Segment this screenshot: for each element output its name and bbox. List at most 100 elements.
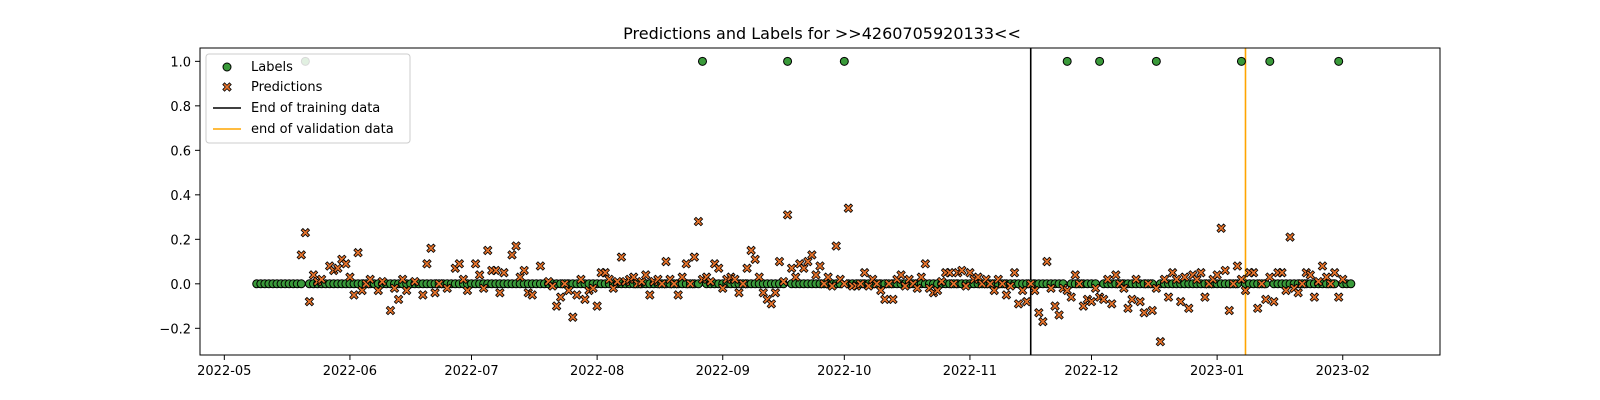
y-tick-label: 0.2 [170, 233, 191, 248]
prediction-point [393, 294, 404, 305]
label-point-positive [1334, 56, 1344, 66]
prediction-point [685, 279, 696, 289]
prediction-point [1078, 301, 1089, 311]
prediction-point [989, 285, 1000, 296]
y-tick-label: 0.0 [170, 278, 191, 293]
prediction-point [1196, 267, 1206, 278]
prediction-point [673, 290, 683, 300]
prediction-point [1013, 299, 1024, 309]
prediction-point [1293, 287, 1303, 298]
prediction-point [742, 263, 752, 274]
prediction-point [458, 274, 469, 285]
prediction-point [608, 283, 619, 294]
prediction-point [961, 281, 971, 291]
prediction-point [1212, 270, 1222, 280]
prediction-point [547, 281, 558, 291]
prediction-point [717, 283, 728, 294]
prediction-point [985, 279, 995, 289]
label-point-positive [1265, 56, 1275, 66]
prediction-point [482, 245, 493, 256]
prediction-point [920, 259, 931, 269]
prediction-point [790, 272, 801, 282]
prediction-point [304, 296, 315, 307]
prediction-point [1297, 279, 1307, 289]
prediction-point [1281, 285, 1291, 296]
prediction-point [936, 276, 947, 287]
prediction-point [758, 287, 769, 298]
prediction-point [636, 276, 647, 287]
legend-training-text: End of training data [251, 101, 380, 116]
prediction-point [871, 279, 882, 289]
legend-validation-text: end of validation data [251, 122, 394, 137]
prediction-point [462, 285, 473, 296]
prediction-point [535, 261, 546, 271]
prediction-point [738, 279, 748, 289]
prediction-point [811, 270, 821, 280]
prediction-point [1248, 267, 1259, 278]
prediction-point [1224, 305, 1235, 316]
x-tick-label: 2022-05 [197, 364, 251, 379]
label-point-positive [1095, 56, 1105, 66]
prediction-point [1155, 336, 1166, 347]
prediction-point [1090, 283, 1101, 294]
prediction-point [831, 241, 841, 251]
legend-labels-text: Labels [251, 60, 293, 75]
prediction-point [300, 227, 311, 238]
legend-predictions-text: Predictions [251, 80, 323, 95]
prediction-point [1277, 267, 1287, 278]
prediction-point [900, 281, 910, 291]
prediction-point [1252, 303, 1263, 314]
prediction-point [807, 250, 817, 260]
y-tick-label: 0.6 [170, 144, 191, 159]
prediction-point [746, 245, 756, 256]
prediction-point [316, 274, 327, 285]
prediction-point [1228, 279, 1239, 289]
prediction-point [1333, 292, 1344, 302]
label-point-positive [697, 56, 707, 66]
prediction-point [1151, 283, 1162, 294]
prediction-point [1179, 272, 1190, 282]
prediction-point [527, 290, 538, 300]
x-tick-label: 2022-08 [570, 364, 624, 379]
prediction-point [333, 263, 343, 274]
x-tick-label: 2022-07 [444, 364, 498, 379]
label-point-positive [1151, 56, 1161, 66]
prediction-point [515, 272, 525, 282]
prediction-point [774, 256, 785, 267]
y-tick-label: −0.2 [159, 322, 191, 337]
prediction-point [1256, 279, 1267, 289]
predictions-series [296, 203, 1348, 347]
legend-item-training-end: End of training data [213, 101, 380, 116]
prediction-point [681, 259, 692, 269]
prediction-point [750, 254, 760, 265]
prediction-point [766, 299, 777, 309]
prediction-point [442, 283, 452, 294]
prediction-point [973, 272, 983, 282]
prediction-point [912, 283, 923, 294]
label-point-positive [783, 56, 793, 66]
prediction-point [916, 272, 927, 282]
prediction-point [499, 267, 509, 278]
prediction-point [1135, 296, 1145, 307]
prediction-point [863, 281, 874, 291]
prediction-point [495, 287, 505, 298]
prediction-point [507, 250, 517, 260]
prediction-point [1021, 296, 1032, 307]
prediction-point [1159, 274, 1170, 285]
prediction-point [1285, 232, 1295, 242]
prediction-point [1163, 292, 1174, 302]
prediction-point [1046, 283, 1056, 294]
y-tick-label: 0.4 [170, 189, 191, 204]
prediction-point [782, 210, 793, 220]
prediction-point [1220, 265, 1230, 276]
label-point-positive [1236, 56, 1246, 66]
prediction-point [600, 267, 610, 278]
x-tick-label: 2022-06 [323, 364, 377, 379]
prediction-point [1147, 305, 1158, 316]
x-tick-label: 2023-02 [1316, 364, 1370, 379]
prediction-point [551, 301, 562, 311]
prediction-point [353, 247, 363, 258]
prediction-point [1001, 290, 1012, 300]
prediction-point [799, 263, 809, 274]
prediction-point [677, 272, 687, 282]
